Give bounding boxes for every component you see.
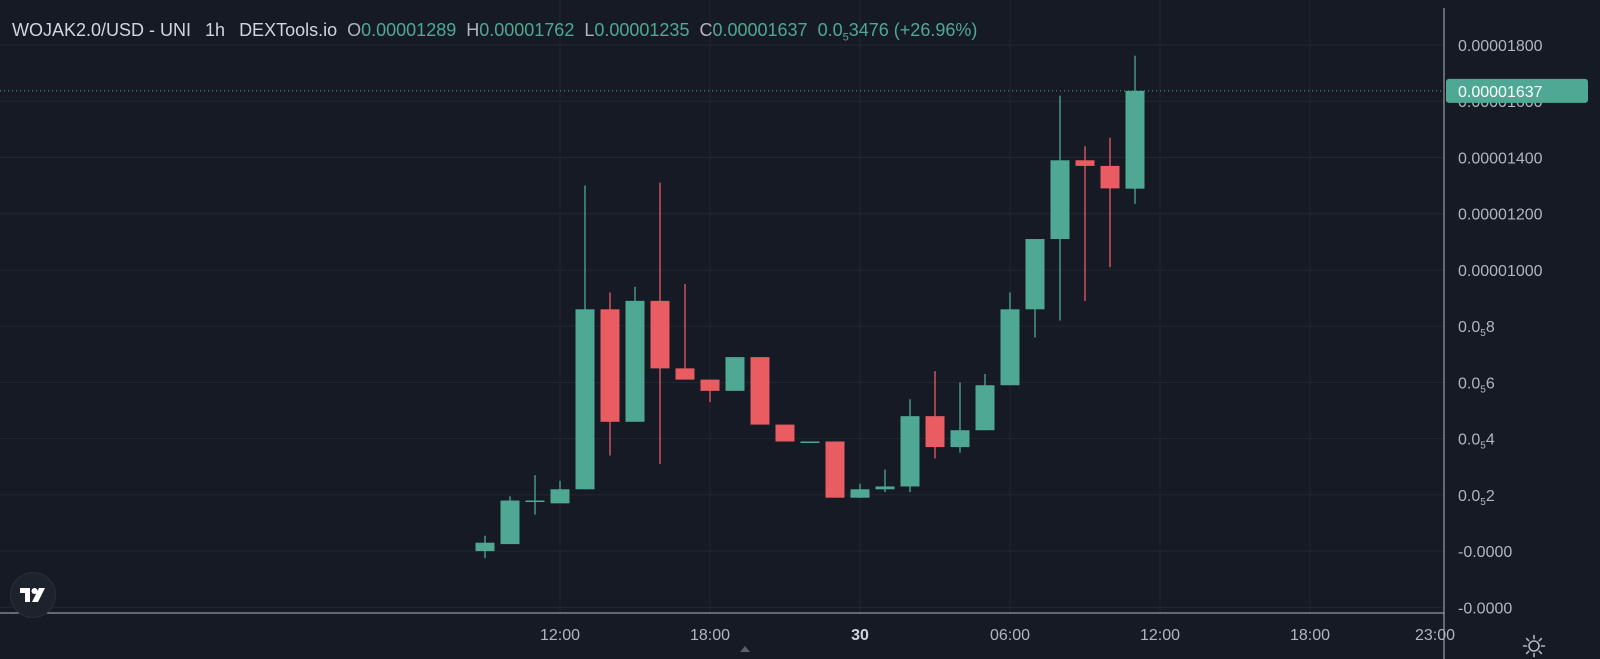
candle-body <box>975 385 995 431</box>
legend-high-value: 0.00001762 <box>479 20 575 40</box>
candle-body <box>500 500 520 545</box>
last-price-line: 0.00001637 <box>0 78 1588 103</box>
candle[interactable] <box>675 284 695 380</box>
candle[interactable] <box>1025 239 1045 338</box>
candle[interactable] <box>900 399 920 493</box>
legend-change-percent: (+26.96%) <box>893 20 978 40</box>
last-price-label: 0.00001637 <box>1458 84 1543 101</box>
candle-body <box>600 309 620 422</box>
candle-body <box>875 486 895 490</box>
candle-body <box>550 489 570 504</box>
y-tick-label: 0.00001200 <box>1458 207 1543 224</box>
candle-body <box>525 500 545 503</box>
candle-body <box>900 416 920 487</box>
y-tick-label: 0.052 <box>1458 488 1495 508</box>
candle[interactable] <box>975 373 995 431</box>
candle[interactable] <box>875 469 895 493</box>
candle[interactable] <box>625 286 645 422</box>
y-tick-label: 0.054 <box>1458 432 1495 452</box>
symbol-legend: WOJAK2.0/USD - UNI 1h DEXTools.io O 0.00… <box>12 20 978 44</box>
candle-body <box>1075 160 1095 166</box>
candle-body <box>800 441 820 443</box>
legend-open-label: O <box>347 20 362 40</box>
candle-body <box>950 430 970 448</box>
candle-body <box>1125 90 1145 189</box>
legend-exchange: UNI <box>160 20 192 40</box>
legend-interval[interactable]: 1h <box>205 20 226 40</box>
candle-body <box>1025 239 1045 310</box>
candle-body <box>575 309 595 490</box>
y-tick-label: 0.056 <box>1458 375 1495 395</box>
candle[interactable] <box>1050 95 1070 321</box>
legend-close-value: 0.00001637 <box>712 20 808 40</box>
time-scroll-marker[interactable] <box>740 646 750 652</box>
x-tick-label: 12:00 <box>540 627 580 644</box>
candle[interactable] <box>825 441 845 498</box>
legend-low-value: 0.00001235 <box>594 20 690 40</box>
x-tick-label: 18:00 <box>690 627 730 644</box>
candle[interactable] <box>525 475 545 515</box>
candle-body <box>725 357 745 391</box>
candle[interactable] <box>775 424 795 442</box>
candles <box>475 55 1145 559</box>
candle-body <box>1100 165 1120 189</box>
legend-high-label: H <box>466 20 480 40</box>
candle[interactable] <box>725 357 745 391</box>
legend-symbol[interactable]: WOJAK2.0/USD <box>12 20 145 40</box>
legend-close-label: C <box>699 20 713 40</box>
candle-body <box>825 441 845 498</box>
y-tick-label: 0.00001000 <box>1458 263 1543 280</box>
candle[interactable] <box>500 496 520 545</box>
candle-body <box>475 542 495 552</box>
candle-body <box>675 368 695 380</box>
candle[interactable] <box>1000 292 1020 386</box>
candle[interactable] <box>575 185 595 490</box>
y-tick-label: -0.0000 <box>1458 600 1512 617</box>
candle[interactable] <box>600 292 620 456</box>
candle[interactable] <box>1125 55 1145 204</box>
candle-body <box>700 379 720 391</box>
candle-body <box>925 416 945 448</box>
x-tick-label: 12:00 <box>1140 627 1180 644</box>
x-tick-label: 18:00 <box>1290 627 1330 644</box>
legend-change: 0.053476 (+26.96%) <box>817 20 978 44</box>
y-tick-label: 0.058 <box>1458 319 1495 339</box>
legend-open-value: 0.00001289 <box>361 20 457 40</box>
x-tick-label: 30 <box>851 627 869 644</box>
candle[interactable] <box>800 441 820 443</box>
y-tick-label: 0.00001800 <box>1458 38 1543 55</box>
candle[interactable] <box>750 357 770 425</box>
settings-gear-icon[interactable] <box>1522 634 1546 658</box>
candle-body <box>850 489 870 498</box>
candle[interactable] <box>1075 146 1095 301</box>
legend-source: DEXTools.io <box>239 20 338 40</box>
candle[interactable] <box>700 379 720 403</box>
candle-body <box>625 300 645 422</box>
candle[interactable] <box>550 480 570 504</box>
candle-body <box>1000 309 1020 386</box>
legend-low-label: L <box>584 20 595 40</box>
candle[interactable] <box>950 382 970 453</box>
candle-body <box>1050 160 1070 240</box>
y-tick-label: -0.0000 <box>1458 544 1512 561</box>
x-tick-label: 06:00 <box>990 627 1030 644</box>
candle[interactable] <box>850 483 870 498</box>
candle-body <box>650 300 670 369</box>
candle[interactable] <box>925 371 945 459</box>
axes: 0.000018000.000016000.000014000.00001200… <box>0 8 1543 659</box>
tradingview-logo-icon[interactable] <box>10 572 56 618</box>
y-tick-label: 0.00001400 <box>1458 150 1543 167</box>
candle-body <box>775 424 795 442</box>
candle[interactable] <box>475 535 495 559</box>
x-tick-label: 23:00 <box>1415 627 1455 644</box>
grid-lines <box>0 0 1444 613</box>
candle[interactable] <box>1100 137 1120 268</box>
candle-body <box>750 357 770 425</box>
candle[interactable] <box>650 182 670 464</box>
last-price-tag <box>1446 78 1588 103</box>
